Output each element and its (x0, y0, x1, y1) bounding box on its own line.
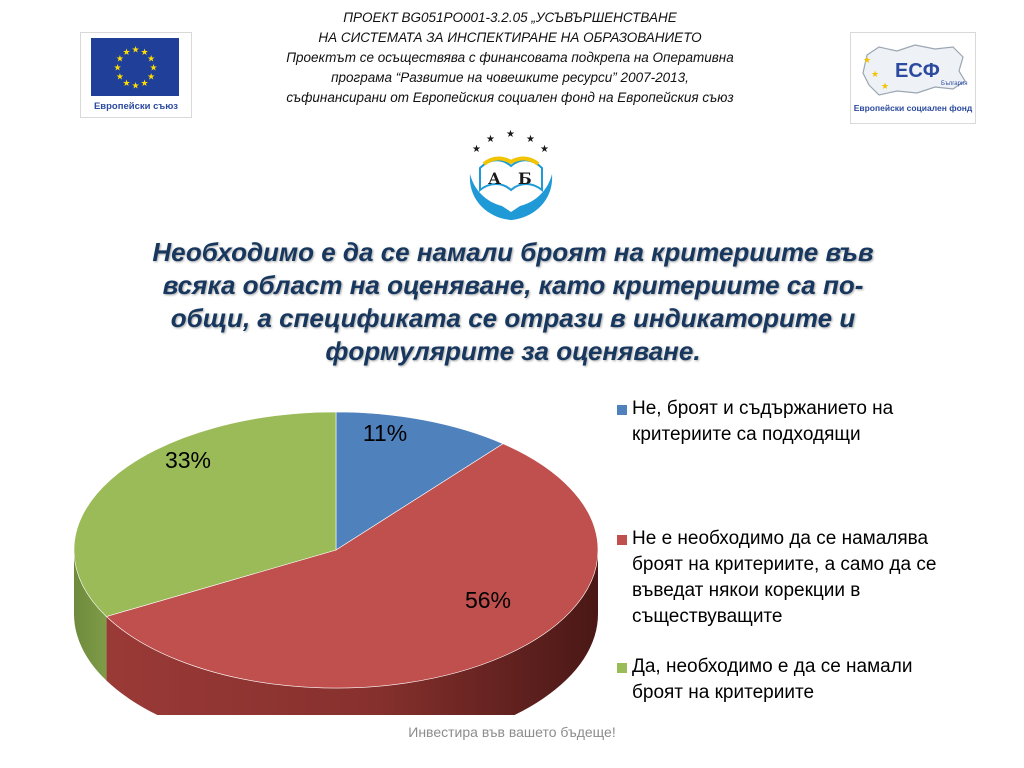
pie-data-label: 56% (465, 587, 511, 613)
svg-text:★: ★ (472, 144, 481, 155)
pie-data-label: 11% (363, 420, 407, 446)
eu-star-icon: ★ (132, 45, 140, 55)
legend-label-line: Не е необходимо да се намалява (632, 528, 929, 549)
chart-title-line: Необходимо е да се намали броят на крите… (152, 237, 874, 267)
header-line: съфинансирани от Европейския социален фо… (286, 90, 734, 105)
eu-star-icon: ★ (147, 54, 155, 64)
eu-star-icon: ★ (150, 63, 158, 73)
legend-swatch (617, 663, 627, 673)
pie-chart: 11% 56% 33% (73, 411, 599, 715)
bulgaria-map-icon: ★ ★ ★ ЕСФ България (862, 44, 968, 96)
eu-flag-icon: ★ ★ ★ ★ ★ ★ ★ ★ ★ ★ ★ ★ (91, 38, 179, 96)
pie-slice (335, 411, 504, 551)
svg-text:★: ★ (506, 129, 515, 140)
eu-star-icon: ★ (123, 78, 131, 88)
esf-country-text: България (941, 81, 968, 87)
svg-text:★: ★ (863, 55, 871, 65)
eu-star-icon: ★ (116, 54, 124, 64)
chart-title-line: общи, а спецификата се отрази в индикато… (170, 303, 856, 333)
legend-label-line: Не, броят и съдържанието на (632, 398, 894, 419)
eu-star-icon: ★ (116, 72, 124, 82)
esf-text: ЕСФ (895, 60, 940, 82)
esf-logo-caption: Европейски социален фонд (853, 103, 973, 113)
eu-star-icon: ★ (123, 47, 131, 57)
eu-star-icon: ★ (114, 63, 122, 73)
legend-label-line: броят на критериите, а само да се (632, 554, 937, 575)
svg-text:★: ★ (871, 69, 879, 79)
header-line: Проектът се осъществява с финансовата по… (286, 50, 734, 65)
legend-swatch (617, 535, 627, 545)
legend-label-line: съществуващите (632, 606, 783, 627)
svg-text:★: ★ (881, 81, 889, 91)
legend-label: Да, необходимо е да се намали броят на к… (632, 654, 1002, 706)
eu-star-icon: ★ (132, 81, 140, 91)
eu-logo-caption: Европейски съюз (93, 101, 179, 112)
legend-label: Не е необходимо да се намалява броят на … (632, 526, 1002, 630)
eu-star-icon: ★ (147, 72, 155, 82)
pie-slice (105, 443, 599, 689)
svg-text:★: ★ (486, 134, 495, 145)
legend-label-line: критериите са подходящи (632, 424, 861, 445)
pie-slice (73, 411, 337, 617)
esf-logo: ★ ★ ★ ЕСФ България Европейски социален ф… (850, 32, 976, 124)
eu-star-icon: ★ (141, 78, 149, 88)
ab-book-logo-icon: ★ ★ ★ ★ ★ А Б (469, 129, 553, 220)
ab-letter-a: А (488, 169, 501, 188)
chart-title: Необходимо е да се намали броят на крите… (108, 236, 918, 368)
legend-label-line: Да, необходимо е да се намали (632, 656, 913, 677)
project-header: ПРОЕКТ BG051PO001-3.2.05 „УСЪВЪРШЕНСТВАН… (200, 8, 820, 108)
legend-label: Не, броят и съдържанието на критериите с… (632, 396, 1002, 448)
header-line: ПРОЕКТ BG051PO001-3.2.05 „УСЪВЪРШЕНСТВАН… (343, 10, 677, 25)
svg-text:★: ★ (540, 144, 549, 155)
pie-slice-side (106, 550, 598, 715)
legend-swatch (617, 405, 627, 415)
eu-logo: ★ ★ ★ ★ ★ ★ ★ ★ ★ ★ ★ ★ Европейски съюз (80, 32, 192, 118)
pie-data-label: 33% (165, 447, 211, 473)
chart-title-line: всяка област на оценяване, като критерии… (162, 270, 864, 300)
footer-slogan: Инвестира във вашето бъдеще! (408, 724, 616, 740)
header-line: програма “Развитие на човешките ресурси”… (331, 70, 689, 85)
svg-text:★: ★ (526, 134, 535, 145)
eu-star-icon: ★ (141, 47, 149, 57)
legend-label-line: въведат някои корекции в (632, 580, 861, 601)
pie-slice-side (73, 550, 107, 681)
legend-label-line: броят на критериите (632, 682, 815, 703)
header-line: НА СИСТЕМАТА ЗА ИНСПЕКТИРАНЕ НА ОБРАЗОВА… (318, 30, 702, 45)
chart-title-line: формулярите за оценяване. (325, 336, 701, 366)
ab-letter-b: Б (518, 169, 532, 188)
